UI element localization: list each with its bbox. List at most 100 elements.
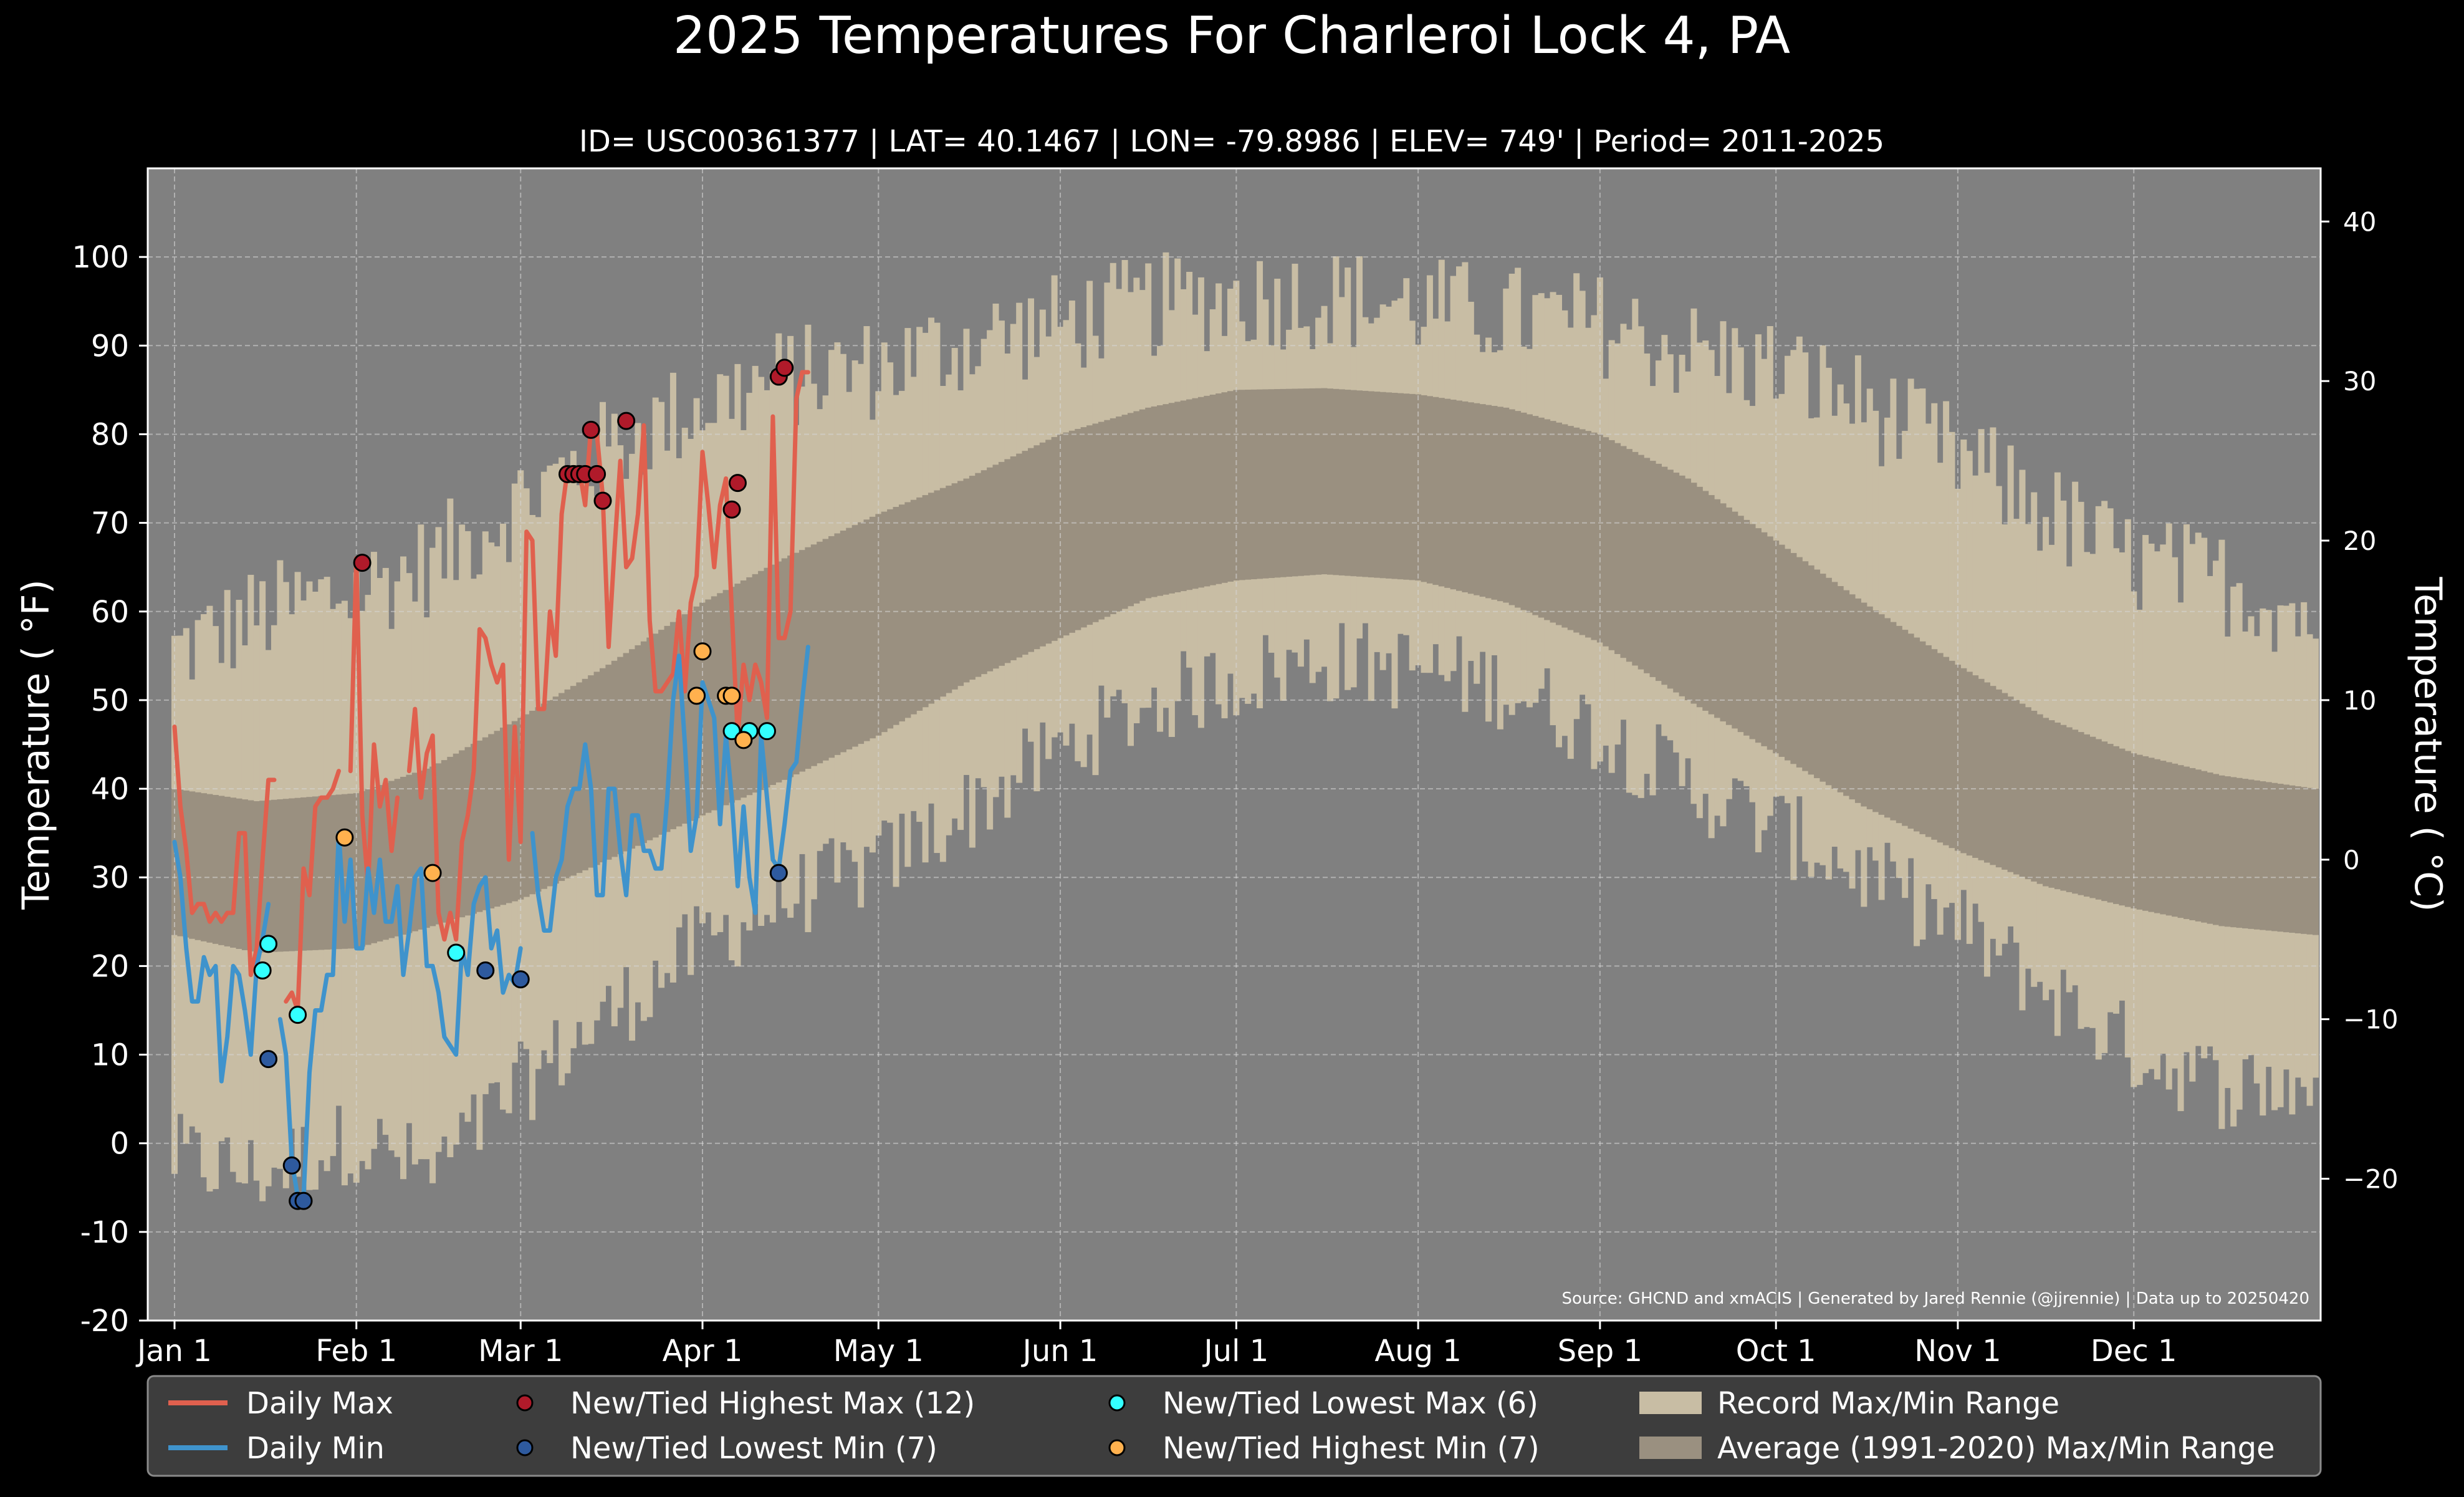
- average-range-bar: [2078, 732, 2084, 895]
- y-tick-label: 100: [72, 240, 129, 275]
- average-range-bar: [1444, 398, 1451, 588]
- average-range-bar: [617, 657, 624, 854]
- average-range-bar: [858, 522, 865, 744]
- average-range-bar: [2001, 693, 2008, 870]
- average-range-bar: [652, 633, 659, 838]
- legend-label: Daily Min: [246, 1431, 385, 1466]
- average-range-bar: [1685, 478, 1692, 700]
- x-axis: Jan 1 Feb 1 Mar 1 Apr 1 May 1 Jun 1 Jul 1 Aug 1…: [135, 1321, 2177, 1369]
- legend-items: Daily Max New/Tied Highest Max (12) New/Ti…: [168, 1386, 2275, 1466]
- average-range-bar: [359, 791, 366, 947]
- average-range-bar: [1080, 427, 1087, 628]
- average-range-bar: [2301, 787, 2308, 934]
- average-range-bar: [834, 533, 841, 755]
- marker-new-tied-highest-min: [693, 642, 712, 661]
- average-range-bar: [1397, 393, 1404, 580]
- average-range-bar: [2183, 766, 2190, 920]
- average-range-bar: [1995, 689, 2002, 868]
- average-range-bar: [2201, 771, 2208, 923]
- average-range-bar: [1309, 388, 1316, 575]
- average-range-bar: [1022, 451, 1028, 655]
- average-range-bar: [746, 577, 753, 796]
- average-range-bar: [1690, 483, 1697, 704]
- average-range-bar: [881, 511, 888, 733]
- average-range-bar: [2177, 765, 2184, 918]
- y-axis-label-left: Temperature ( °F): [14, 579, 58, 910]
- marker-new-tied-lowest-max: [253, 961, 272, 980]
- average-range-bar: [511, 721, 518, 902]
- legend-label: Record Max/Min Range: [1717, 1386, 2059, 1421]
- average-range-bar: [980, 470, 987, 675]
- average-range-bar: [382, 782, 389, 940]
- average-range-bar: [1039, 442, 1046, 647]
- average-range-bar: [1250, 389, 1257, 580]
- average-range-bar: [817, 541, 823, 764]
- average-range-bar: [998, 461, 1005, 666]
- average-range-bar: [411, 773, 418, 931]
- average-range-bar: [840, 531, 846, 753]
- average-range-bar: [1333, 388, 1340, 575]
- average-range-bar: [1714, 499, 1721, 718]
- average-range-bar: [564, 689, 571, 878]
- average-range-bar: [928, 493, 935, 704]
- average-range-bar: [1356, 390, 1363, 577]
- average-range-bar: [975, 473, 982, 677]
- y2-tick-label: 10: [2343, 685, 2376, 716]
- record-range-bar: [1890, 378, 1897, 862]
- marker-new-tied-highest-min: [335, 828, 354, 847]
- average-range-bar: [224, 796, 231, 946]
- record-range-bar: [2007, 445, 2014, 927]
- average-range-bar: [1186, 399, 1193, 590]
- average-range-bar: [2083, 734, 2090, 897]
- average-range-bar: [1960, 668, 1967, 854]
- legend-label: Daily Max: [246, 1386, 393, 1421]
- average-range-bar: [1937, 653, 1944, 843]
- average-range-bar: [1033, 445, 1040, 650]
- average-range-bar: [277, 799, 284, 952]
- average-range-bar: [1368, 391, 1374, 578]
- record-range-bar: [1990, 427, 1997, 939]
- average-range-bar: [1978, 678, 1985, 860]
- average-range-bar: [2031, 710, 2038, 882]
- average-range-bar: [1467, 402, 1474, 594]
- average-range-bar: [1632, 451, 1639, 666]
- marker-new-tied-highest-min: [423, 864, 442, 882]
- average-range-bar: [1614, 443, 1621, 655]
- average-range-bar: [2218, 775, 2225, 927]
- average-range-bar: [2095, 739, 2102, 900]
- average-range-bar: [265, 800, 272, 953]
- average-range-bar: [1045, 440, 1052, 644]
- marker-new-tied-lowest-min: [282, 1156, 301, 1175]
- average-range-bar: [623, 653, 630, 852]
- average-range-bar: [1849, 594, 1856, 800]
- average-range-bar: [370, 787, 377, 943]
- average-range-bar: [658, 630, 665, 835]
- average-range-bar: [1455, 400, 1463, 591]
- average-range-bar: [1421, 395, 1427, 582]
- average-range-bar: [1286, 388, 1293, 577]
- average-range-bar: [1743, 519, 1750, 736]
- average-range-bar: [400, 776, 407, 935]
- marker-new-tied-highest-min: [734, 731, 753, 749]
- average-range-bar: [2066, 727, 2073, 892]
- average-range-bar: [1843, 590, 1850, 796]
- average-range-bar: [2172, 763, 2179, 917]
- x-tick-label: Mar 1: [478, 1334, 563, 1369]
- average-range-bar: [1215, 393, 1222, 584]
- average-range-bar: [1450, 400, 1457, 590]
- average-range-bar: [1474, 403, 1480, 595]
- average-range-bar: [1966, 671, 1973, 856]
- average-range-bar: [787, 556, 794, 777]
- source-note: Source: GHCND and xmACIS | Generated by …: [1561, 1289, 2309, 1308]
- average-range-bar: [676, 618, 683, 827]
- average-range-bar: [1491, 405, 1498, 600]
- average-range-bar: [2289, 785, 2296, 933]
- average-range-bar: [540, 703, 547, 889]
- y-axis-left: -20 -10 0 10 20 30 40 50 60 70 80 90 100: [72, 240, 148, 1339]
- y-axis-right: 40 30 20 10 0 −10 −20: [2321, 206, 2399, 1195]
- average-range-bar: [1121, 415, 1128, 609]
- average-range-bar: [2306, 787, 2313, 935]
- average-range-bar: [1075, 428, 1081, 630]
- average-range-bar: [429, 766, 436, 927]
- average-range-bar: [635, 645, 641, 846]
